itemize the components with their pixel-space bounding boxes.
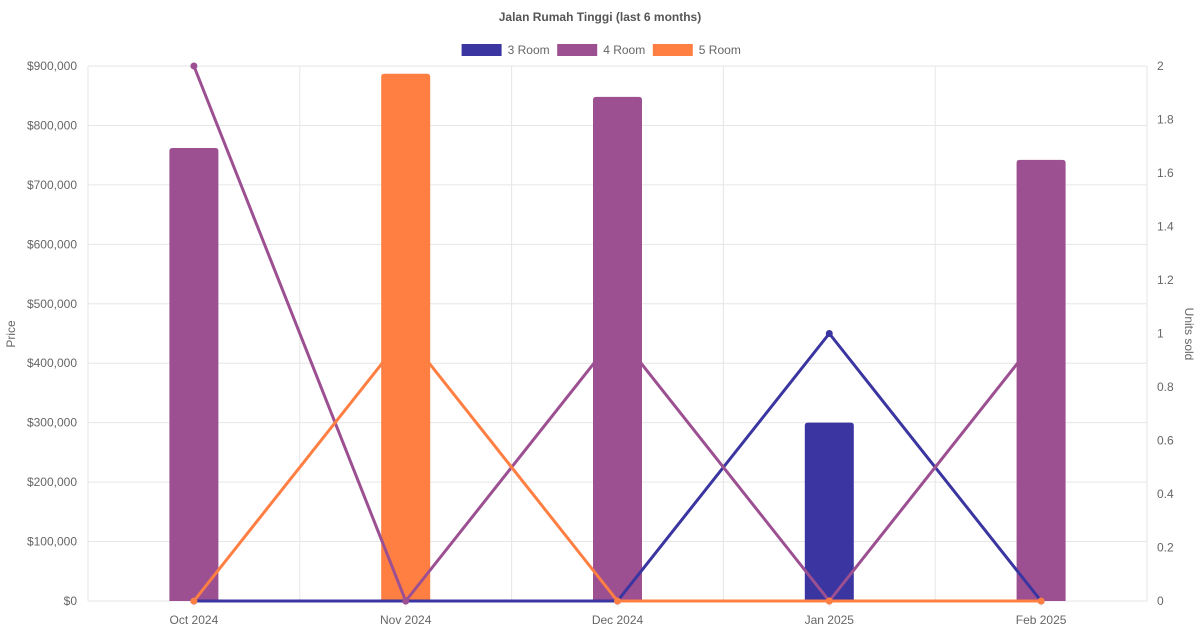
legend: 3 Room 4 Room 5 Room: [461, 43, 741, 57]
legend-swatch-4-room: [557, 44, 598, 56]
x-tick-label: Oct 2024: [170, 613, 219, 627]
lines-layer: [190, 62, 1045, 605]
legend-swatch-5-room: [652, 44, 693, 56]
x-tick-label: Feb 2025: [1016, 613, 1067, 627]
y-axis-right: 0 0.2 0.4 0.6 0.8 1 1.2 1.4 1.6 1.8 2: [1157, 59, 1174, 608]
legend-label-5-room: 5 Room: [699, 43, 741, 57]
y-tick-label: $300,000: [27, 416, 77, 430]
y2-tick-label: 0.4: [1157, 487, 1174, 501]
bar-3-room: [804, 422, 854, 601]
y-axis-left: $0 $100,000 $200,000 $300,000 $400,000 $500,0…: [27, 59, 77, 608]
y2-tick-label: 2: [1157, 59, 1164, 73]
point-units-4-room: [190, 62, 198, 70]
bar-4-room: [1016, 159, 1066, 601]
y-tick-label: $700,000: [27, 178, 77, 192]
legend-label-4-room: 4 Room: [603, 43, 645, 57]
y-tick-label: $800,000: [27, 118, 77, 132]
y-tick-label: $900,000: [27, 59, 77, 73]
y2-tick-label: 0.6: [1157, 434, 1174, 448]
x-axis: Oct 2024 Nov 2024 Dec 2024 Jan 2025 Feb 2025: [170, 601, 1067, 627]
y-tick-label: $400,000: [27, 356, 77, 370]
y-tick-label: $100,000: [27, 535, 77, 549]
y2-tick-label: 1.2: [1157, 273, 1174, 287]
y2-tick-label: 1.8: [1157, 113, 1174, 127]
y2-tick-label: 0.8: [1157, 380, 1174, 394]
x-tick-label: Jan 2025: [805, 613, 855, 627]
y2-tick-label: 0.2: [1157, 541, 1174, 555]
y2-tick-label: 1.6: [1157, 166, 1174, 180]
point-units-5-room: [1037, 597, 1045, 605]
chart-title: Jalan Rumah Tinggi (last 6 months): [499, 10, 701, 24]
y2-tick-label: 0: [1157, 594, 1164, 608]
bar-4-room: [169, 148, 219, 602]
y2-tick-label: 1: [1157, 327, 1164, 341]
point-units-4-room: [402, 597, 410, 605]
legend-label-3-room: 3 Room: [508, 43, 550, 57]
y-tick-label: $600,000: [27, 237, 77, 251]
point-units-5-room: [402, 330, 410, 337]
y-tick-label: $500,000: [27, 297, 77, 311]
y-axis-label: Price: [4, 320, 18, 348]
point-units-5-room: [614, 597, 621, 605]
point-units-5-room: [825, 597, 833, 605]
bars-layer: [169, 73, 1066, 602]
y2-tick-label: 1.4: [1157, 220, 1174, 234]
x-tick-label: Nov 2024: [380, 613, 432, 627]
y-tick-label: $0: [64, 594, 78, 608]
legend-swatch-3-room: [461, 44, 502, 56]
point-units-4-room: [614, 330, 621, 337]
bar-4-room: [593, 96, 642, 602]
bar-5-room: [381, 73, 431, 601]
point-units-3-room: [825, 330, 833, 337]
point-units-5-room: [190, 597, 198, 605]
y-tick-label: $200,000: [27, 475, 77, 489]
y2-axis-label: Units sold: [1182, 308, 1196, 361]
x-tick-label: Dec 2024: [592, 613, 644, 627]
point-units-4-room: [1037, 330, 1045, 337]
